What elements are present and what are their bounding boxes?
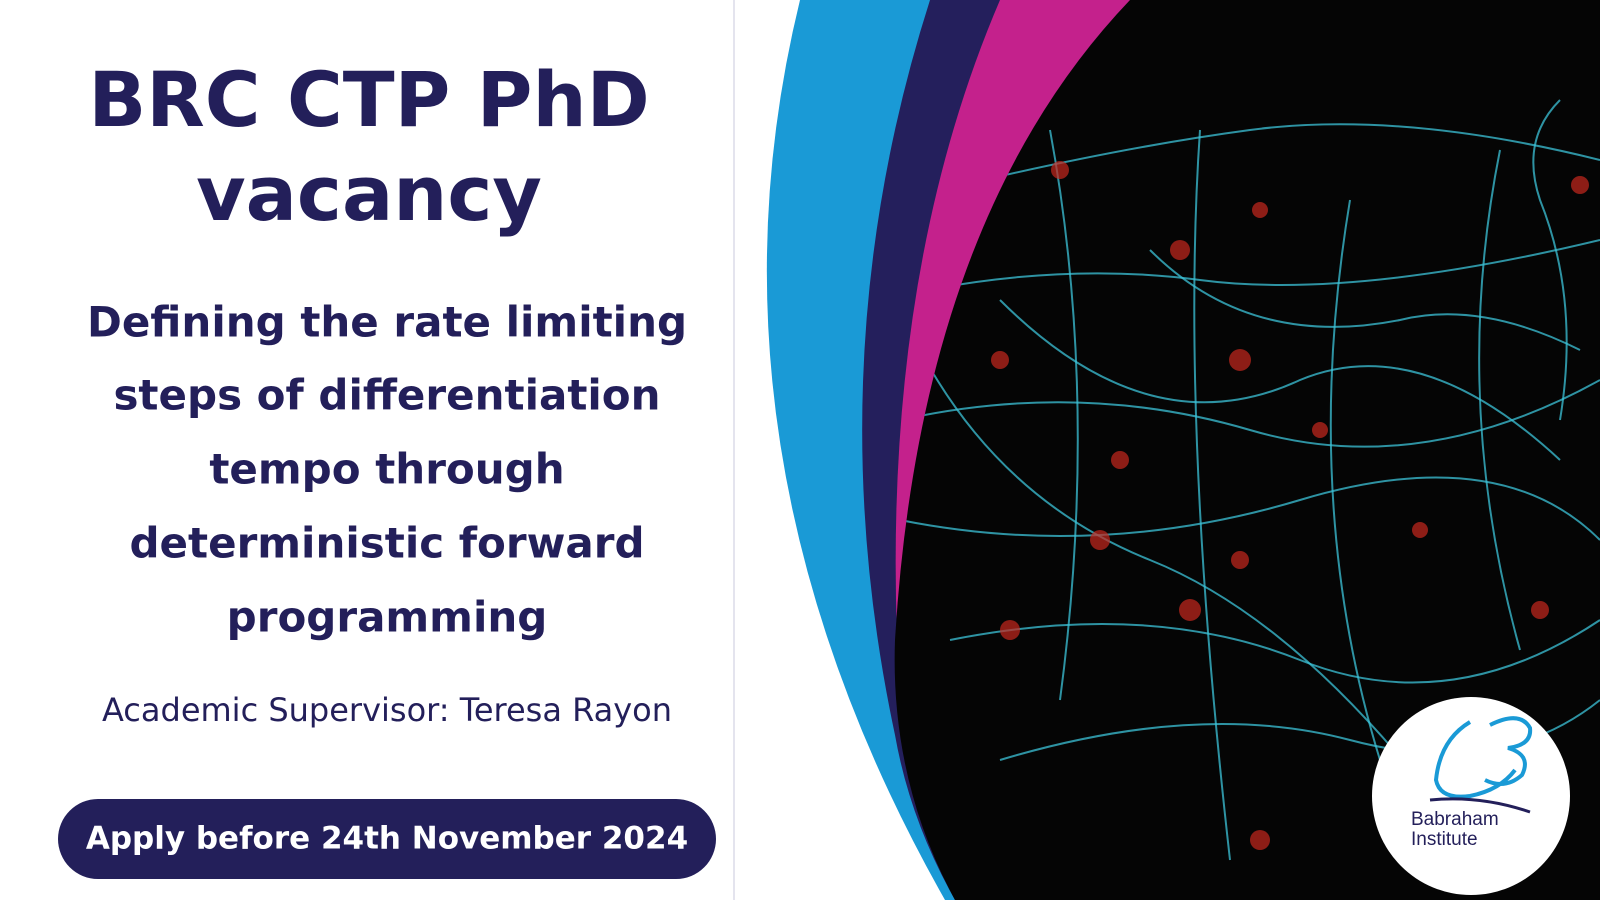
apply-button[interactable] [58, 799, 716, 879]
title: vacancy [196, 149, 542, 238]
project-title: steps of differentiation [113, 371, 660, 420]
neuron-network [894, 99, 1600, 861]
project-title: programming [227, 593, 548, 642]
title: BRC CTP PhD [88, 55, 649, 144]
logo-swoosh [1429, 797, 1531, 814]
project-title: Defining the rate limiting [87, 298, 687, 347]
project-title: tempo through [209, 445, 564, 494]
logo-mark [1433, 716, 1533, 799]
logo-text: Babraham [1411, 809, 1499, 830]
microscopy-image [894, 0, 1600, 900]
project-title: deterministic forward [129, 519, 644, 568]
apply-button-label[interactable]: Apply before 24th November 2024 [86, 821, 688, 857]
supervisor: Academic Supervisor: Teresa Rayon [102, 691, 672, 729]
logo-text: Institute [1411, 829, 1478, 850]
